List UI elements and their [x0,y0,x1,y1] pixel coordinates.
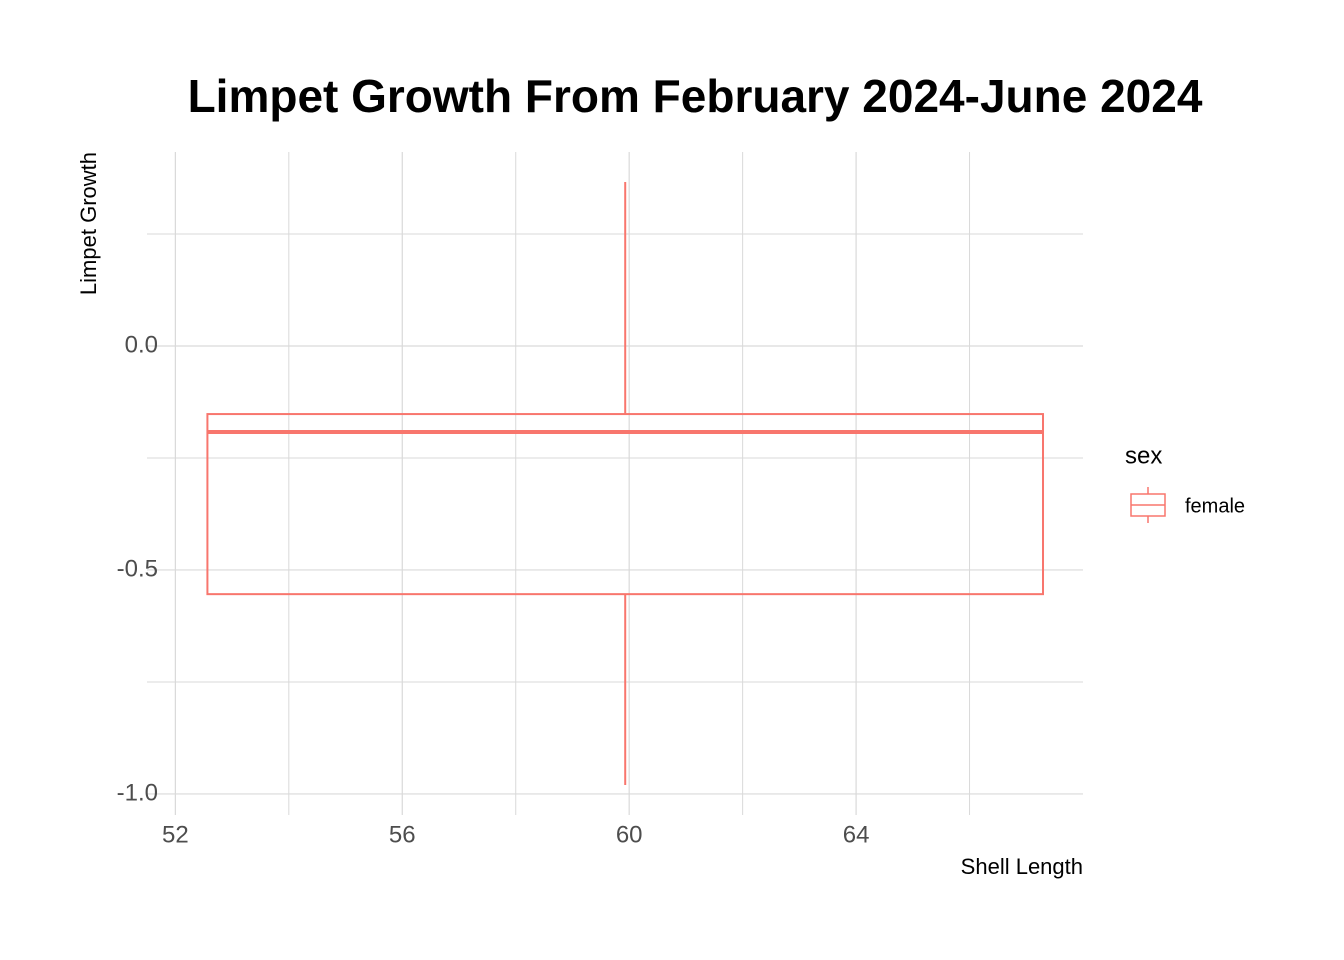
y-axis-label: Limpet Growth [76,152,101,295]
y-tick-label: 0.0 [125,331,158,358]
legend-title: sex [1125,442,1162,469]
x-axis-label: Shell Length [961,854,1083,879]
x-tick-label: 60 [616,821,643,848]
x-tick-label: 52 [162,821,189,848]
chart-title: Limpet Growth From February 2024-June 20… [188,70,1203,122]
box [206,413,1045,596]
legend-label: female [1185,495,1245,517]
y-tick-label: -1.0 [117,779,158,806]
y-tick-label: -0.5 [117,555,158,582]
x-tick-label: 64 [843,821,870,848]
x-tick-label: 56 [389,821,416,848]
